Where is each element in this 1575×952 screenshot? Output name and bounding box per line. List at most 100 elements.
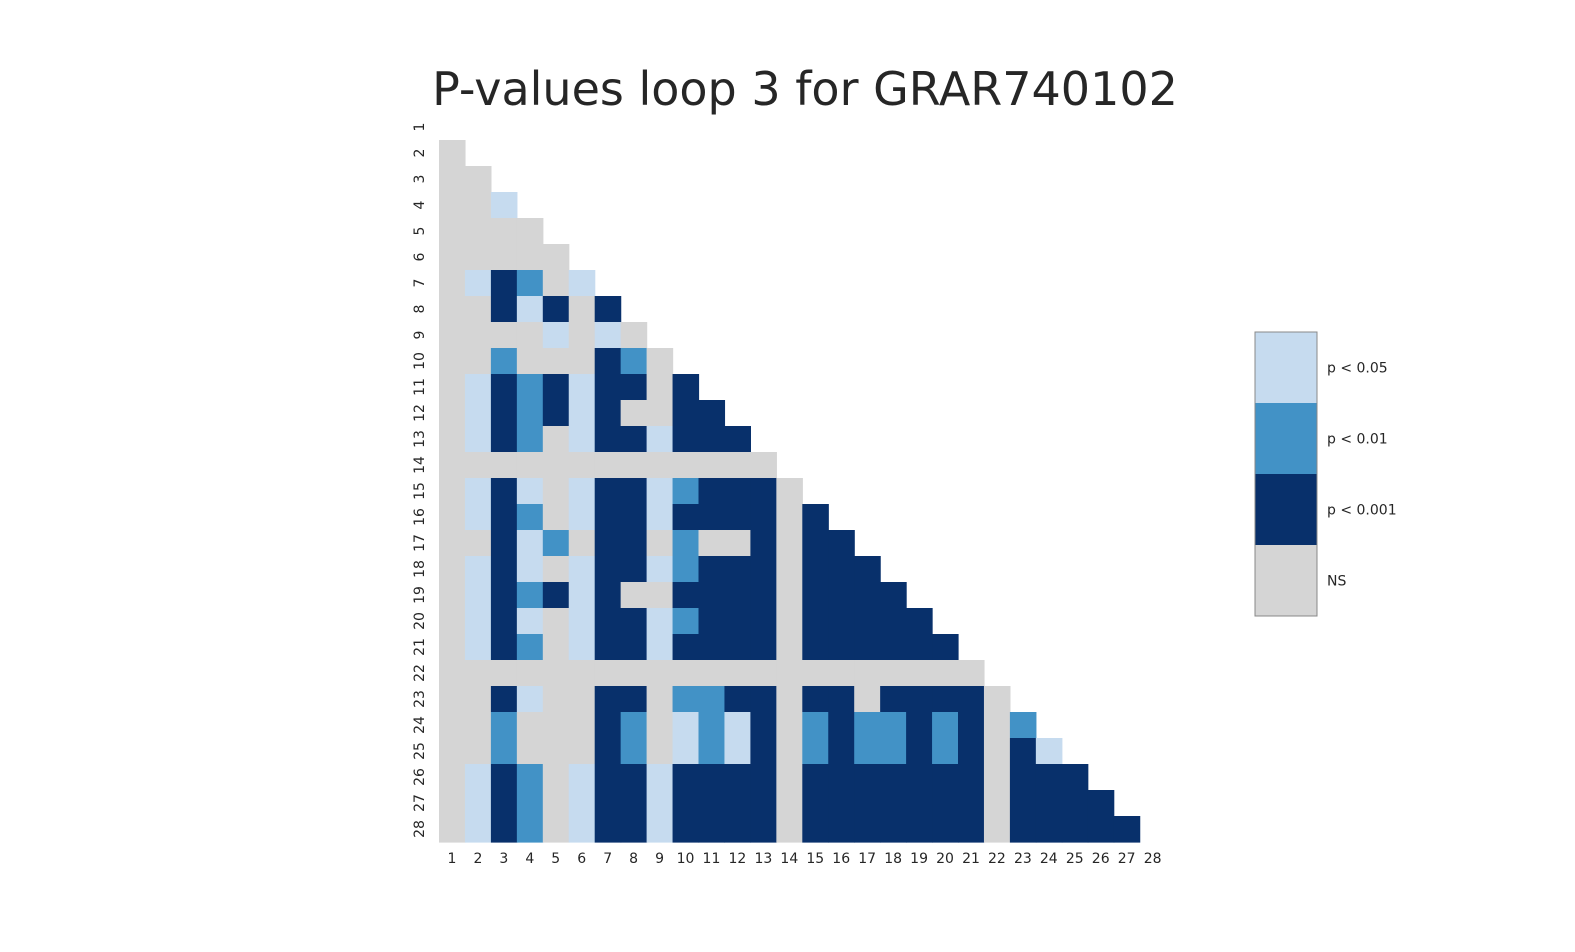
heatmap-cell bbox=[490, 660, 518, 687]
y-tick-label: 8 bbox=[412, 305, 428, 314]
heatmap-cell bbox=[828, 686, 855, 713]
legend-swatch bbox=[1255, 332, 1317, 403]
heatmap-cell bbox=[542, 556, 570, 583]
x-tick-label: 6 bbox=[577, 851, 586, 867]
heatmap-cell bbox=[464, 816, 492, 843]
y-tick-label: 15 bbox=[412, 482, 428, 500]
heatmap-cell bbox=[464, 530, 492, 557]
heatmap-cell bbox=[542, 738, 570, 765]
y-tick-label: 1 bbox=[412, 123, 428, 132]
y-tick-label: 17 bbox=[412, 534, 428, 552]
chart-title: P-values loop 3 for GRAR740102 bbox=[432, 62, 1178, 116]
heatmap-cell bbox=[1009, 790, 1037, 817]
heatmap-cell bbox=[620, 400, 648, 427]
heatmap-cell bbox=[464, 348, 492, 375]
y-tick-label: 28 bbox=[412, 820, 428, 838]
heatmap-cell bbox=[464, 218, 492, 245]
heatmap-cell bbox=[958, 686, 985, 713]
heatmap-cell bbox=[594, 296, 622, 323]
legend-frame bbox=[1254, 331, 1318, 617]
heatmap-cell bbox=[698, 582, 726, 609]
heatmap-cell bbox=[594, 712, 622, 739]
heatmap-cell bbox=[880, 738, 907, 765]
heatmap-cell bbox=[464, 322, 492, 349]
heatmap-cell bbox=[490, 270, 518, 297]
x-tick-label: 15 bbox=[806, 851, 824, 867]
heatmap-cell bbox=[724, 608, 751, 635]
heatmap-cell bbox=[490, 816, 518, 843]
heatmap-cell bbox=[568, 764, 596, 791]
heatmap-cell bbox=[802, 738, 829, 765]
x-tick-label: 16 bbox=[832, 851, 850, 867]
heatmap-cell bbox=[620, 504, 648, 531]
heatmap-cell bbox=[906, 790, 933, 817]
heatmap-cell bbox=[646, 478, 674, 505]
heatmap-cell bbox=[542, 686, 570, 713]
heatmap-cell bbox=[490, 634, 518, 661]
heatmap-cell bbox=[464, 634, 492, 661]
legend-label: p < 0.001 bbox=[1327, 503, 1397, 519]
heatmap-cell bbox=[983, 790, 1011, 817]
heatmap-cell bbox=[439, 582, 466, 609]
heatmap-cell bbox=[439, 504, 466, 531]
y-tick-label: 6 bbox=[412, 252, 428, 261]
heatmap-cell bbox=[620, 322, 648, 349]
heatmap-cell bbox=[594, 348, 622, 375]
x-tick-label: 5 bbox=[551, 851, 560, 867]
y-tick-label: 16 bbox=[412, 508, 428, 526]
heatmap-cell bbox=[776, 686, 803, 713]
heatmap-cell bbox=[568, 738, 596, 765]
heatmap-cell bbox=[464, 244, 492, 271]
heatmap-cell bbox=[490, 452, 518, 479]
heatmap-cell bbox=[958, 764, 985, 791]
heatmap-cell bbox=[1035, 738, 1063, 765]
heatmap-cell bbox=[568, 660, 596, 687]
heatmap-cell bbox=[646, 582, 674, 609]
heatmap-cell bbox=[620, 556, 648, 583]
heatmap-cell bbox=[620, 348, 648, 375]
heatmap-cell bbox=[1009, 712, 1037, 739]
heatmap-cell bbox=[932, 790, 959, 817]
heatmap-cell bbox=[542, 790, 570, 817]
heatmap-cell bbox=[516, 790, 544, 817]
heatmap-cell bbox=[594, 504, 622, 531]
heatmap-cell bbox=[880, 608, 907, 635]
heatmap-cell bbox=[490, 738, 518, 765]
heatmap-cell bbox=[698, 686, 726, 713]
heatmap-cell bbox=[646, 426, 674, 453]
heatmap-cell bbox=[542, 322, 570, 349]
heatmap-cell bbox=[516, 764, 544, 791]
heatmap-cell bbox=[828, 712, 855, 739]
heatmap-cell bbox=[750, 738, 777, 765]
heatmap-cell bbox=[620, 660, 648, 687]
heatmap-cell bbox=[516, 660, 544, 687]
y-tick-label: 23 bbox=[412, 690, 428, 708]
heatmap-cell bbox=[464, 608, 492, 635]
heatmap-cell bbox=[594, 816, 622, 843]
heatmap-cell bbox=[516, 582, 544, 609]
heatmap-cell bbox=[542, 426, 570, 453]
heatmap-cell bbox=[542, 244, 570, 271]
x-tick-label: 23 bbox=[1014, 851, 1032, 867]
heatmap-cell bbox=[542, 816, 570, 843]
heatmap-cell bbox=[880, 660, 907, 687]
heatmap-cell bbox=[750, 452, 777, 479]
heatmap-cell bbox=[464, 764, 492, 791]
heatmap-cell bbox=[594, 764, 622, 791]
heatmap-cell bbox=[542, 712, 570, 739]
heatmap-cell bbox=[776, 764, 803, 791]
heatmap-cell bbox=[490, 608, 518, 635]
heatmap-cell bbox=[464, 556, 492, 583]
heatmap-cell bbox=[439, 712, 466, 739]
legend-label: p < 0.05 bbox=[1327, 361, 1388, 377]
x-tick-label: 19 bbox=[910, 851, 928, 867]
y-tick-label: 25 bbox=[412, 742, 428, 760]
heatmap-cell bbox=[750, 686, 777, 713]
y-tick-label: 5 bbox=[412, 227, 428, 236]
heatmap-cell bbox=[490, 374, 518, 401]
heatmap-cell bbox=[542, 270, 570, 297]
heatmap-cell bbox=[724, 504, 751, 531]
heatmap-cell bbox=[490, 192, 518, 219]
heatmap-cell bbox=[516, 270, 544, 297]
heatmap-cell bbox=[542, 530, 570, 557]
